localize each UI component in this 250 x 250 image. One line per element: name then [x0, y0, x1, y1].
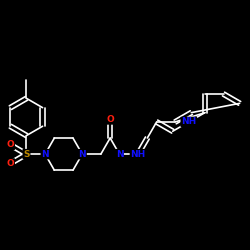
- Text: NH: NH: [181, 118, 196, 126]
- Text: S: S: [23, 150, 30, 159]
- Text: O: O: [6, 159, 14, 168]
- Text: O: O: [6, 140, 14, 149]
- Text: N: N: [116, 150, 123, 159]
- Text: N: N: [78, 150, 86, 159]
- Text: O: O: [106, 115, 114, 124]
- Text: NH: NH: [130, 150, 146, 159]
- Text: N: N: [41, 150, 49, 159]
